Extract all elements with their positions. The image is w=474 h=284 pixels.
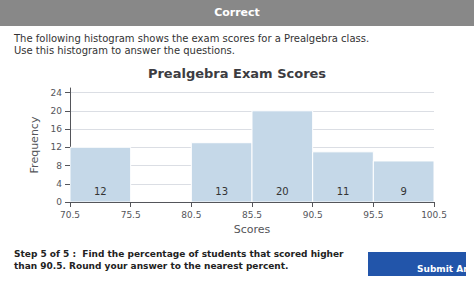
svg-text:24: 24 — [51, 88, 63, 98]
svg-text:80.5: 80.5 — [181, 210, 201, 220]
svg-text:75.5: 75.5 — [121, 210, 141, 220]
svg-text:4: 4 — [56, 179, 62, 189]
svg-text:11: 11 — [337, 186, 350, 197]
svg-text:than 90.5. Round your answer t: than 90.5. Round your answer to the near… — [14, 261, 288, 271]
svg-text:Step 5 of 5 : Find the percen: Step 5 of 5 : Find the percentage of stu… — [14, 249, 347, 259]
svg-text:Scores: Scores — [234, 223, 271, 236]
svg-text:13: 13 — [215, 186, 228, 197]
svg-text:100.5: 100.5 — [421, 210, 447, 220]
svg-text:20: 20 — [51, 106, 63, 116]
svg-text:20: 20 — [276, 186, 289, 197]
svg-text:Use this histogram to answer t: Use this histogram to answer the questio… — [14, 45, 235, 56]
svg-text:85.5: 85.5 — [242, 210, 262, 220]
svg-text:8: 8 — [56, 161, 62, 171]
svg-text:70.5: 70.5 — [60, 210, 80, 220]
svg-text:0: 0 — [56, 197, 62, 207]
svg-text:Submit Answer: Submit Answer — [417, 264, 474, 274]
svg-text:9: 9 — [400, 186, 406, 197]
svg-text:Prealgebra Exam Scores: Prealgebra Exam Scores — [148, 66, 326, 81]
svg-text:16: 16 — [51, 124, 63, 134]
svg-text:Frequency: Frequency — [28, 116, 41, 173]
svg-text:Correct: Correct — [214, 6, 260, 19]
svg-text:95.5: 95.5 — [363, 210, 383, 220]
svg-text:12: 12 — [51, 142, 62, 152]
svg-text:The following histogram shows: The following histogram shows the exam s… — [13, 33, 372, 44]
svg-text:12: 12 — [94, 186, 107, 197]
svg-text:90.5: 90.5 — [303, 210, 323, 220]
